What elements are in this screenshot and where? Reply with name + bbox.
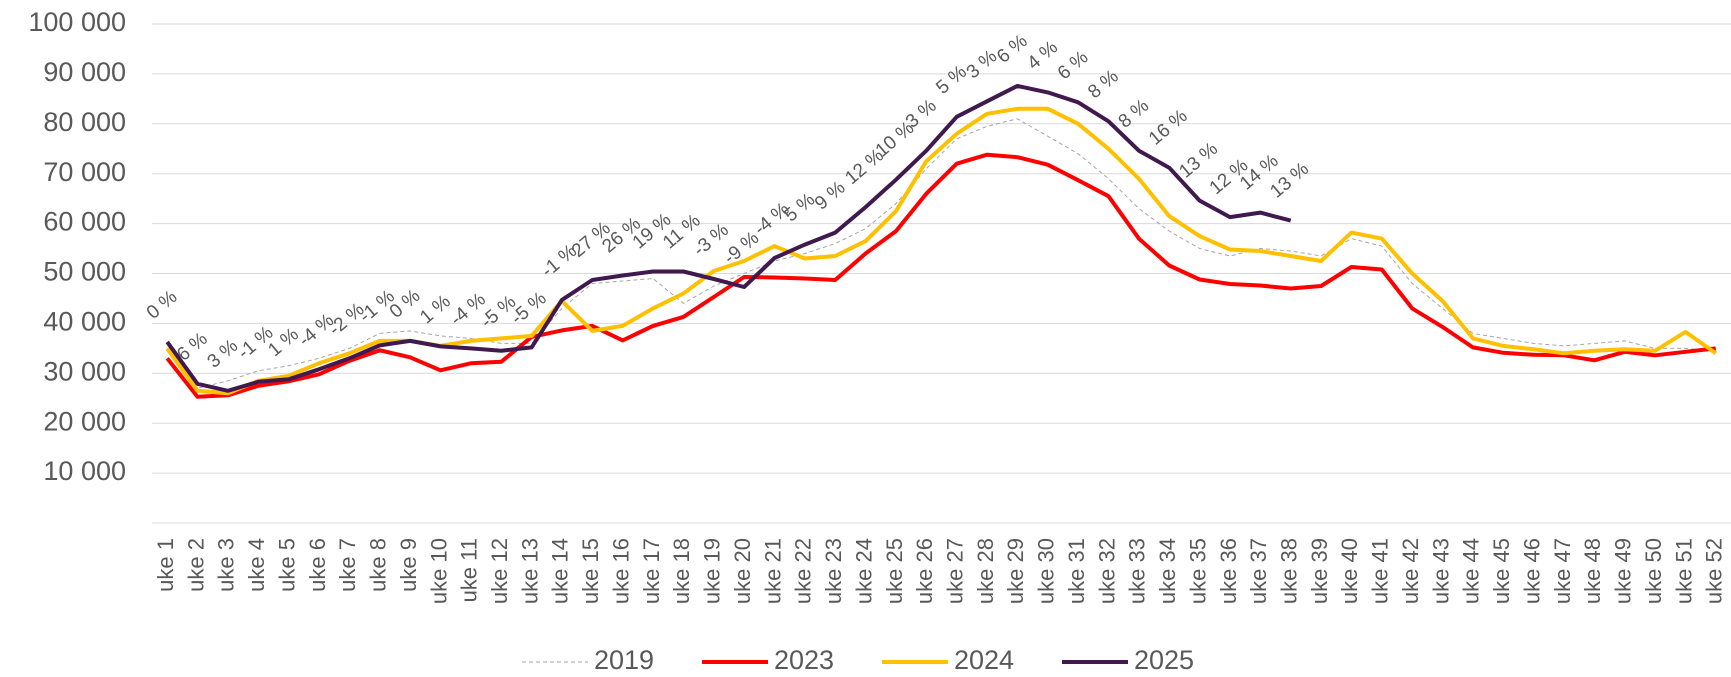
x-tick-label: uke 36 <box>1216 538 1241 604</box>
change-label: 9 % <box>811 177 850 214</box>
x-tick-label: uke 40 <box>1337 538 1362 604</box>
legend-label: 2024 <box>954 645 1014 675</box>
x-tick-label: uke 21 <box>760 538 785 604</box>
x-tick-label: uke 27 <box>942 538 967 604</box>
x-tick-label: uke 46 <box>1519 538 1544 604</box>
x-tick-label: uke 13 <box>517 538 542 604</box>
x-tick-label: uke 1 <box>153 538 178 592</box>
change-label: 3 % <box>204 335 243 372</box>
x-tick-label: uke 20 <box>730 538 755 604</box>
legend-label: 2019 <box>594 645 654 675</box>
x-tick-label: uke 38 <box>1277 538 1302 604</box>
y-tick-label: 20 000 <box>43 406 126 436</box>
x-tick-label: uke 49 <box>1611 538 1636 604</box>
change-label: 1 % <box>416 291 455 328</box>
x-tick-label: uke 33 <box>1125 538 1150 604</box>
x-tick-label: uke 28 <box>973 538 998 604</box>
legend-label: 2025 <box>1134 645 1194 675</box>
x-tick-label: uke 34 <box>1155 538 1180 604</box>
change-label: 0 % <box>143 286 182 323</box>
x-tick-label: uke 43 <box>1428 538 1453 604</box>
series-line <box>165 83 1292 393</box>
x-tick-label: uke 51 <box>1671 538 1696 604</box>
x-tick-label: uke 4 <box>244 538 269 592</box>
y-tick-label: 80 000 <box>43 107 126 137</box>
change-label: 8 % <box>1084 66 1123 103</box>
legend-label: 2023 <box>774 645 834 675</box>
y-tick-label: 40 000 <box>43 307 126 337</box>
x-tick-label: uke 22 <box>791 538 816 604</box>
x-tick-label: uke 6 <box>305 538 330 592</box>
x-tick-label: uke 31 <box>1064 538 1089 604</box>
y-tick-label: 30 000 <box>43 356 126 386</box>
x-tick-label: uke 44 <box>1459 538 1484 604</box>
x-tick-label: uke 32 <box>1094 538 1119 604</box>
change-label: 0 % <box>386 285 425 322</box>
x-tick-label: uke 15 <box>578 538 603 604</box>
x-tick-label: uke 7 <box>335 538 360 592</box>
x-tick-label: uke 14 <box>548 538 573 604</box>
change-label: 1 % <box>264 324 303 361</box>
x-tick-label: uke 52 <box>1702 538 1727 604</box>
change-label: 8 % <box>1115 95 1154 132</box>
x-tick-label: uke 10 <box>426 538 451 604</box>
x-tick-label: uke 12 <box>487 538 512 604</box>
x-tick-label: uke 3 <box>214 538 239 592</box>
x-tick-label: uke 17 <box>639 538 664 604</box>
y-tick-label: 50 000 <box>43 257 126 287</box>
x-tick-label: uke 8 <box>366 538 391 592</box>
x-tick-label: uke 30 <box>1034 538 1059 604</box>
y-tick-label: 100 000 <box>28 7 126 37</box>
x-tick-label: uke 41 <box>1368 538 1393 604</box>
x-tick-label: uke 23 <box>821 538 846 604</box>
x-tick-label: uke 25 <box>882 538 907 604</box>
x-tick-label: uke 26 <box>912 538 937 604</box>
y-tick-label: 60 000 <box>43 207 126 237</box>
x-tick-label: uke 11 <box>457 538 482 602</box>
x-tick-label: uke 19 <box>700 538 725 604</box>
x-tick-label: uke 39 <box>1307 538 1332 604</box>
x-tick-label: uke 42 <box>1398 538 1423 604</box>
y-tick-label: 70 000 <box>43 157 126 187</box>
x-tick-label: uke 47 <box>1550 538 1575 604</box>
x-tick-label: uke 5 <box>274 538 299 592</box>
x-tick-label: uke 24 <box>851 538 876 604</box>
y-tick-label: 10 000 <box>43 456 126 486</box>
x-tick-label: uke 35 <box>1185 538 1210 604</box>
x-tick-label: uke 18 <box>669 538 694 604</box>
x-tick-label: uke 45 <box>1489 538 1514 604</box>
x-tick-label: uke 16 <box>608 538 633 604</box>
x-tick-label: uke 37 <box>1246 538 1271 604</box>
x-tick-label: uke 9 <box>396 538 421 592</box>
series-line <box>165 152 1717 399</box>
x-tick-label: uke 2 <box>183 538 208 592</box>
x-tick-label: uke 50 <box>1641 538 1666 604</box>
x-tick-label: uke 29 <box>1003 538 1028 604</box>
y-tick-label: 90 000 <box>43 57 126 87</box>
x-tick-label: uke 48 <box>1580 538 1605 604</box>
